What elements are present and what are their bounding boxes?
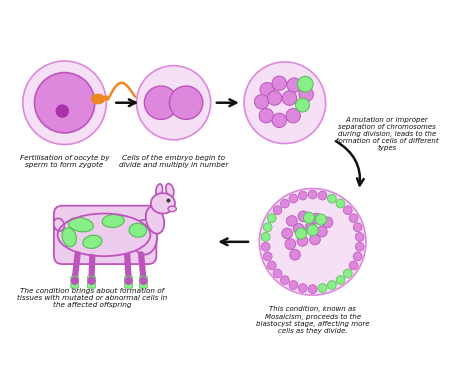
FancyBboxPatch shape xyxy=(125,276,133,288)
Text: The condition brings about formation of
tissues with mutated or abnormal cells i: The condition brings about formation of … xyxy=(17,288,167,308)
Circle shape xyxy=(349,214,358,222)
Circle shape xyxy=(285,239,296,250)
Circle shape xyxy=(307,225,318,236)
Circle shape xyxy=(273,269,282,278)
Circle shape xyxy=(356,233,364,241)
Circle shape xyxy=(71,277,78,284)
Ellipse shape xyxy=(62,228,76,247)
Circle shape xyxy=(140,277,147,284)
Circle shape xyxy=(353,223,362,231)
Circle shape xyxy=(267,214,276,222)
Circle shape xyxy=(353,252,362,261)
Text: A mutation or improper
separation of chromosomes
during division, leads to the
f: A mutation or improper separation of chr… xyxy=(336,116,438,151)
Circle shape xyxy=(299,87,313,101)
Circle shape xyxy=(283,91,297,105)
Text: Fertilisation of oocyte by
sperm to form zygote: Fertilisation of oocyte by sperm to form… xyxy=(20,155,109,169)
FancyBboxPatch shape xyxy=(54,206,156,264)
Circle shape xyxy=(356,242,364,251)
Circle shape xyxy=(298,211,309,222)
Ellipse shape xyxy=(151,193,175,213)
Circle shape xyxy=(263,223,272,231)
Ellipse shape xyxy=(68,218,93,232)
FancyBboxPatch shape xyxy=(139,276,147,288)
Circle shape xyxy=(297,76,313,92)
Ellipse shape xyxy=(156,184,163,197)
Circle shape xyxy=(267,91,282,105)
Ellipse shape xyxy=(61,215,152,255)
Circle shape xyxy=(318,191,327,200)
Ellipse shape xyxy=(132,220,157,254)
FancyBboxPatch shape xyxy=(71,276,79,288)
Circle shape xyxy=(295,98,310,112)
Circle shape xyxy=(295,228,307,239)
Circle shape xyxy=(287,78,301,92)
Circle shape xyxy=(315,214,327,225)
Circle shape xyxy=(343,206,352,215)
Circle shape xyxy=(290,250,301,260)
Circle shape xyxy=(322,217,333,228)
Circle shape xyxy=(261,233,270,241)
Circle shape xyxy=(311,213,322,224)
Circle shape xyxy=(297,236,308,246)
Ellipse shape xyxy=(103,96,109,100)
Circle shape xyxy=(145,86,178,120)
Circle shape xyxy=(308,285,317,294)
Circle shape xyxy=(299,191,307,200)
Ellipse shape xyxy=(129,223,146,237)
Circle shape xyxy=(261,242,270,251)
Circle shape xyxy=(305,222,316,233)
Circle shape xyxy=(263,252,272,261)
Circle shape xyxy=(259,109,273,123)
Circle shape xyxy=(23,61,106,144)
Ellipse shape xyxy=(83,235,102,248)
Circle shape xyxy=(336,199,345,208)
Circle shape xyxy=(317,226,327,237)
Circle shape xyxy=(282,228,292,239)
Circle shape xyxy=(272,113,286,127)
Text: Cells of the embryo begin to
divide and multiply in number: Cells of the embryo begin to divide and … xyxy=(119,155,228,169)
Ellipse shape xyxy=(54,218,64,231)
Circle shape xyxy=(273,206,282,215)
Circle shape xyxy=(167,199,170,202)
Ellipse shape xyxy=(102,215,124,227)
Circle shape xyxy=(289,280,298,290)
Circle shape xyxy=(137,66,210,140)
Circle shape xyxy=(289,194,298,203)
Circle shape xyxy=(56,105,68,117)
Circle shape xyxy=(328,280,336,290)
Circle shape xyxy=(299,284,307,293)
Ellipse shape xyxy=(168,206,176,211)
Text: This condition, known as
Mosaicism, proceeds to the
blastocyst stage, affecting : This condition, known as Mosaicism, proc… xyxy=(256,306,369,334)
Circle shape xyxy=(328,194,336,203)
Circle shape xyxy=(318,284,327,293)
Circle shape xyxy=(293,224,304,234)
Circle shape xyxy=(272,76,286,90)
Circle shape xyxy=(244,62,326,144)
Circle shape xyxy=(259,188,366,295)
Circle shape xyxy=(349,261,358,270)
Ellipse shape xyxy=(91,94,104,104)
Circle shape xyxy=(267,261,276,270)
Circle shape xyxy=(35,73,95,133)
Circle shape xyxy=(286,109,301,123)
Circle shape xyxy=(281,276,289,285)
Circle shape xyxy=(255,95,269,109)
Circle shape xyxy=(169,86,203,120)
Circle shape xyxy=(308,190,317,199)
FancyBboxPatch shape xyxy=(88,276,95,288)
Circle shape xyxy=(88,277,95,284)
Circle shape xyxy=(260,83,274,97)
Ellipse shape xyxy=(166,184,174,197)
Ellipse shape xyxy=(146,206,164,234)
Circle shape xyxy=(336,276,345,285)
Circle shape xyxy=(310,234,320,245)
Circle shape xyxy=(125,277,132,284)
Circle shape xyxy=(286,216,297,226)
Circle shape xyxy=(343,269,352,278)
Circle shape xyxy=(303,212,315,223)
Circle shape xyxy=(281,199,289,208)
FancyArrowPatch shape xyxy=(336,141,364,185)
